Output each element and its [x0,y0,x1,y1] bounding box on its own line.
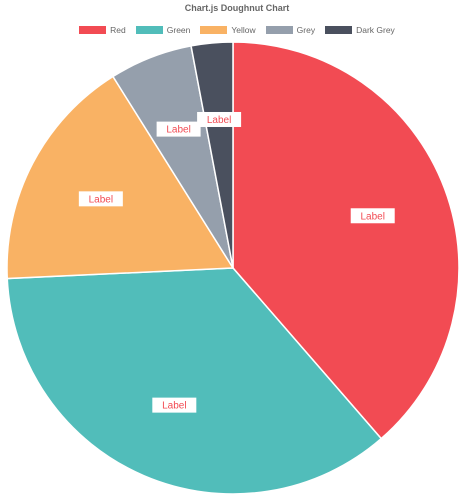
legend-swatch [265,26,293,34]
pie-slice-yellow[interactable] [6,75,235,280]
slice-label-grey: Label [156,121,201,137]
slice-label-box [156,121,201,137]
pie-slice-dark-grey[interactable] [190,41,234,269]
slice-label-text: Label [166,125,190,136]
slice-label-red: Label [350,208,395,224]
slice-label-box [350,208,395,224]
legend-item-dark-grey[interactable]: Dark Grey [325,25,395,35]
slice-label-yellow: Label [78,191,123,207]
slice-label-text: Label [162,401,186,412]
slice-label-box [78,191,123,207]
pie-slice-green[interactable] [6,267,383,495]
slice-label-text: Label [360,211,384,222]
legend-label: Grey [296,25,316,35]
slice-label-text: Label [89,194,113,205]
legend-label: Yellow [231,25,256,35]
legend-item-red[interactable]: Red [79,25,126,35]
legend-swatch [79,26,107,34]
chart-title: Chart.js Doughnut Chart [184,3,290,13]
legend-item-green[interactable]: Green [135,25,191,35]
pie-slice-red[interactable] [232,41,460,440]
slice-label-box [197,111,242,127]
slice-label-box [152,397,197,413]
legend-item-grey[interactable]: Grey [265,25,316,35]
chart-legend: Red Green Yellow Grey Dark Grey [0,25,474,35]
legend-label: Green [166,25,191,35]
legend-swatch [135,26,163,34]
legend-item-yellow[interactable]: Yellow [200,25,256,35]
slice-label-dark-grey: Label [197,111,242,127]
legend-swatch [325,26,353,34]
legend-label: Dark Grey [356,25,395,35]
slice-label-text: Label [207,115,231,126]
legend-swatch [200,26,228,34]
slice-label-green: Label [152,397,197,413]
legend-label: Red [110,25,126,35]
